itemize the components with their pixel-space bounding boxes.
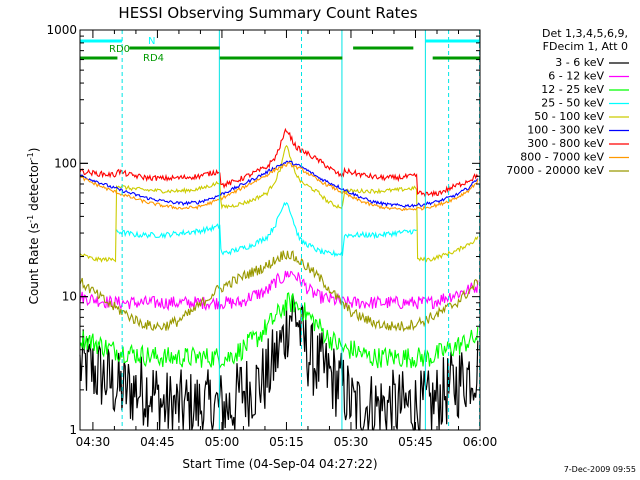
legend-header-decimation: FDecim 1, Att 0	[543, 40, 628, 53]
series-line-3-6-kev	[79, 294, 479, 431]
x-tick-label-0545: 05:45	[398, 435, 433, 449]
x-tick-label-0600: 06:00	[463, 435, 498, 449]
series-line-6-12-kev	[79, 270, 479, 312]
legend-label-50-100-kev: 50 - 100 keV	[534, 110, 604, 123]
legend-header-detectors: Det 1,3,4,5,6,9,	[542, 27, 628, 40]
legend-label-6-12-kev: 6 - 12 keV	[548, 70, 604, 83]
chart-title: HESSI Observing Summary Count Rates	[118, 4, 417, 22]
x-tick-label-0445: 04:45	[140, 435, 175, 449]
legend: Det 1,3,4,5,6,9, FDecim 1, Att 0 3 - 6 k…	[506, 27, 629, 177]
legend-label-800-7000-kev: 800 - 7000 keV	[520, 151, 604, 164]
x-tick-label-0430: 04:30	[76, 435, 111, 449]
series-line-7000-20000-kev	[79, 250, 479, 333]
y-axis-label: Count Rate (s-1 detector-1)	[26, 148, 41, 305]
series-line-12-25-kev	[79, 292, 479, 370]
legend-label-7000-20000-kev: 7000 - 20000 keV	[506, 164, 604, 177]
series-line-50-100-kev	[79, 144, 479, 263]
y-tick-label-1: 1	[69, 423, 77, 437]
y-tick-label-1000: 1000	[46, 23, 77, 37]
x-tick-label-0515: 05:15	[269, 435, 304, 449]
series-line-25-50-kev	[116, 201, 417, 258]
x-tick-label-0530: 05:30	[334, 435, 369, 449]
rd4-bar-label: RD4	[143, 53, 164, 64]
x-axis-label: Start Time (04-Sep-04 04:27:22)	[182, 457, 377, 471]
plot-area: N RD0 RD4 1 10 100 1000 04:30 04:45 05:00 05:15 05:…	[46, 23, 497, 449]
series-line-300-800-kev	[79, 127, 479, 199]
x-tick-label-0500: 05:00	[205, 435, 240, 449]
legend-label-100-300-kev: 100 - 300 keV	[527, 124, 604, 137]
y-tick-label-100: 100	[54, 156, 77, 170]
legend-label-300-800-kev: 300 - 800 keV	[527, 137, 604, 150]
series-line-100-300-kev	[79, 160, 479, 208]
legend-label-12-25-kev: 12 - 25 keV	[541, 83, 604, 96]
generation-timestamp: 7-Dec-2009 09:55	[563, 465, 636, 474]
legend-label-25-50-kev: 25 - 50 keV	[541, 97, 604, 110]
plot-frame	[79, 29, 481, 431]
night-bar-label: N	[148, 36, 155, 47]
y-tick-label-10: 10	[62, 290, 77, 304]
series-line-800-7000-kev	[79, 162, 479, 212]
rd0-bar-label: RD0	[109, 44, 130, 55]
legend-label-3-6-kev: 3 - 6 keV	[555, 56, 604, 69]
